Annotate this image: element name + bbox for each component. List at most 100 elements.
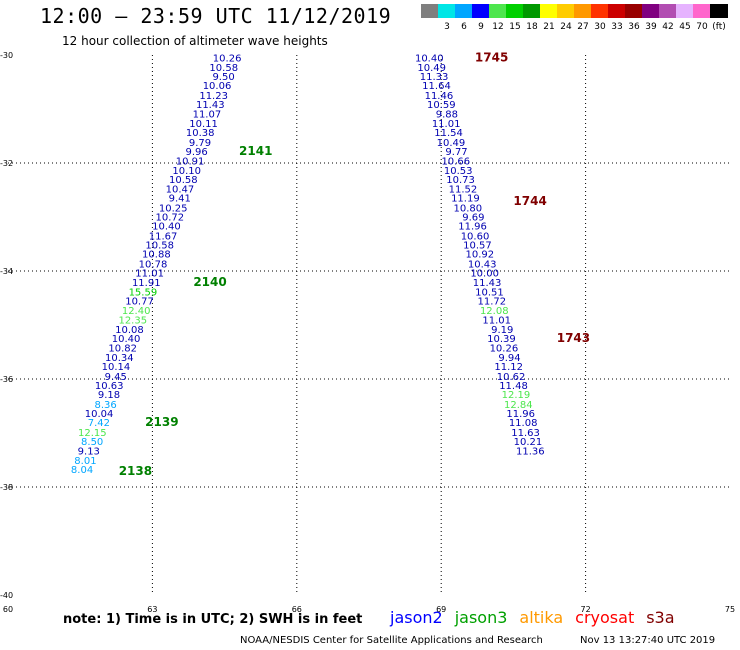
x-tick-label: 66 bbox=[292, 605, 302, 614]
legend-label: 15 bbox=[509, 22, 521, 32]
swh-value: 11.07 bbox=[193, 109, 222, 120]
y-tick-label: -40 bbox=[0, 591, 13, 600]
swh-value: 15.59 bbox=[129, 288, 158, 299]
swh-value: 10.57 bbox=[463, 241, 492, 252]
x-tick-label: 63 bbox=[147, 605, 157, 614]
swh-value: 11.48 bbox=[499, 381, 528, 392]
pass-time-label: 1744 bbox=[513, 194, 546, 208]
swh-value: 12.19 bbox=[502, 390, 531, 401]
legend-swatch bbox=[710, 4, 728, 18]
swh-value: 9.96 bbox=[185, 147, 207, 158]
swh-value: 10.73 bbox=[446, 175, 475, 186]
legend-swatch bbox=[438, 4, 456, 18]
pass-time-label: 1743 bbox=[557, 331, 590, 345]
page-subtitle: 12 hour collection of altimeter wave hei… bbox=[62, 34, 328, 48]
swh-value: 11.54 bbox=[434, 128, 463, 139]
swh-value: 10.92 bbox=[466, 250, 495, 261]
mission-name: cryosat bbox=[575, 608, 635, 627]
swh-value: 11.46 bbox=[425, 91, 454, 102]
legend-label: 45 bbox=[679, 22, 691, 32]
swh-value: 10.38 bbox=[186, 128, 215, 139]
legend-label: 18 bbox=[526, 22, 538, 32]
swh-value: 10.82 bbox=[108, 344, 137, 355]
legend-swatch bbox=[591, 4, 609, 18]
legend-label: 36 bbox=[628, 22, 640, 32]
footer-credit: NOAA/NESDIS Center for Satellite Applica… bbox=[240, 635, 543, 646]
swh-value: 12.15 bbox=[78, 428, 107, 439]
swh-value: 10.88 bbox=[142, 250, 171, 261]
page-title: 12:00 – 23:59 UTC 11/12/2019 bbox=[40, 4, 392, 28]
legend-swatch bbox=[523, 4, 541, 18]
y-tick-label: -36 bbox=[0, 375, 13, 384]
swh-value: 10.04 bbox=[85, 409, 114, 420]
pass-time-label: 1745 bbox=[475, 51, 508, 65]
swh-value: 9.41 bbox=[169, 194, 191, 205]
legend-label: 21 bbox=[543, 22, 555, 32]
legend-label: 3 bbox=[444, 22, 450, 32]
legend-label: (ft) bbox=[712, 22, 726, 32]
swh-value: 10.58 bbox=[145, 241, 174, 252]
swh-value: 10.40 bbox=[112, 334, 141, 345]
swh-value: 8.50 bbox=[81, 437, 103, 448]
swh-value: 9.77 bbox=[445, 147, 467, 158]
legend-label: 27 bbox=[577, 22, 589, 32]
swh-value: 9.79 bbox=[189, 138, 211, 149]
legend-label: 9 bbox=[478, 22, 484, 32]
swh-value: 12.35 bbox=[118, 316, 147, 327]
swh-value: 10.47 bbox=[166, 184, 195, 195]
swh-value: 11.33 bbox=[420, 72, 449, 83]
swh-value: 11.63 bbox=[511, 428, 540, 439]
swh-value: 10.00 bbox=[470, 269, 499, 280]
swh-value: 10.49 bbox=[437, 138, 466, 149]
swh-value: 9.13 bbox=[78, 446, 100, 457]
swh-value: 9.50 bbox=[212, 72, 234, 83]
swh-value: 10.58 bbox=[209, 63, 238, 74]
swh-value: 11.96 bbox=[506, 409, 535, 420]
swh-value: 10.43 bbox=[468, 259, 497, 270]
legend-label: 33 bbox=[611, 22, 623, 32]
swh-value: 8.01 bbox=[74, 456, 96, 467]
footer-note: note: 1) Time is in UTC; 2) SWH is in fe… bbox=[63, 612, 363, 627]
legend-label: 39 bbox=[645, 22, 657, 32]
mission-name: jason2 bbox=[390, 608, 443, 627]
legend-swatch bbox=[421, 4, 439, 18]
swh-value: 11.67 bbox=[149, 231, 178, 242]
legend-swatch bbox=[557, 4, 575, 18]
legend-swatch bbox=[455, 4, 473, 18]
swh-value: 10.51 bbox=[475, 288, 504, 299]
swh-value: 10.11 bbox=[189, 119, 218, 130]
legend-swatch bbox=[608, 4, 626, 18]
swh-value: 9.18 bbox=[98, 390, 120, 401]
footer-timestamp: Nov 13 13:27:40 UTC 2019 bbox=[580, 635, 716, 646]
legend-swatch bbox=[506, 4, 524, 18]
swh-value: 12.84 bbox=[504, 400, 533, 411]
swh-value: 9.88 bbox=[436, 109, 458, 120]
swh-value: 10.63 bbox=[95, 381, 124, 392]
swh-value: 11.08 bbox=[509, 418, 538, 429]
legend-swatch bbox=[540, 4, 558, 18]
swh-value: 11.52 bbox=[449, 184, 478, 195]
swh-value: 11.01 bbox=[135, 269, 164, 280]
swh-value: 10.66 bbox=[441, 156, 470, 167]
y-tick-label: -30 bbox=[0, 51, 13, 60]
swh-value: 10.40 bbox=[415, 54, 444, 65]
swh-value: 11.01 bbox=[482, 316, 511, 327]
x-tick-label: 72 bbox=[581, 605, 591, 614]
swh-value: 9.69 bbox=[462, 212, 484, 223]
swh-value: 8.04 bbox=[71, 465, 93, 476]
y-tick-label: -38 bbox=[0, 483, 13, 492]
swh-value: 10.59 bbox=[427, 100, 456, 111]
mission-name: s3a bbox=[646, 608, 675, 627]
swh-value: 8.36 bbox=[95, 400, 117, 411]
legend-swatch bbox=[574, 4, 592, 18]
swh-value: 10.26 bbox=[213, 54, 242, 65]
swh-value: 11.43 bbox=[473, 278, 502, 289]
swh-value: 11.91 bbox=[132, 278, 161, 289]
legend-swatch bbox=[659, 4, 677, 18]
swh-value: 11.23 bbox=[199, 91, 228, 102]
mission-name: jason3 bbox=[454, 608, 508, 627]
x-tick-label: 69 bbox=[436, 605, 446, 614]
swh-value: 10.08 bbox=[115, 325, 144, 336]
swh-value: 11.19 bbox=[451, 194, 480, 205]
